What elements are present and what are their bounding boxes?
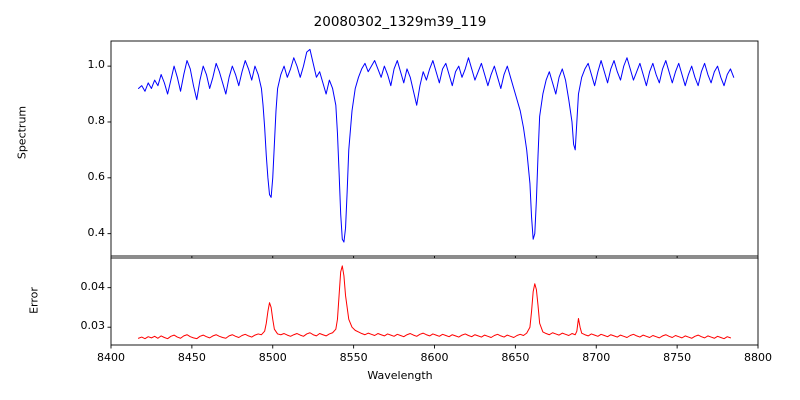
ytick-label: 0.04 (80, 279, 106, 293)
error-axis-label: Error (27, 287, 41, 314)
xtick-label: 8500 (258, 351, 287, 364)
ytick-label: 0.03 (80, 319, 106, 333)
xtick-label: 8550 (339, 351, 368, 364)
xtick-label: 8400 (97, 351, 125, 364)
xtick-label: 8750 (663, 351, 692, 364)
xtick-label: 8600 (420, 351, 449, 364)
spectrum-axis-label: Spectrum (15, 105, 29, 160)
figure-title: 20080302_1329m39_119 (313, 14, 487, 30)
xtick-label: 8650 (501, 351, 530, 364)
ytick-label: 0.4 (87, 225, 106, 239)
xtick-label: 8800 (744, 351, 772, 364)
ytick-label: 1.0 (87, 58, 106, 72)
xtick-label: 8700 (582, 351, 611, 364)
ytick-label: 0.6 (87, 169, 106, 183)
ytick-label: 0.8 (87, 113, 106, 127)
wavelength-axis-label: Wavelength (367, 369, 433, 382)
xtick-label: 8450 (177, 351, 206, 364)
